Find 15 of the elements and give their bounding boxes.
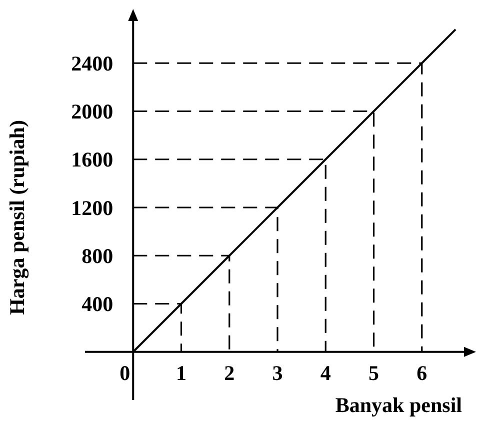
y-tick-label: 2000 — [71, 100, 114, 124]
y-tick-label: 1600 — [71, 148, 114, 172]
x-tick-label: 3 — [272, 360, 283, 385]
x-axis-title: Banyak pensil — [335, 392, 462, 417]
x-tick-label: 4 — [320, 360, 332, 385]
y-tick-label: 400 — [82, 292, 114, 316]
x-tick-label: 0 — [120, 360, 130, 385]
y-axis-title: Harga pensil (rupiah) — [5, 120, 29, 315]
y-tick-label: 800 — [82, 244, 114, 268]
x-tick-label: 6 — [416, 360, 428, 385]
y-tick-label: 1200 — [71, 196, 114, 220]
x-tick-label: 5 — [368, 360, 379, 385]
x-tick-label: 1 — [176, 360, 186, 385]
y-tick-label: 2400 — [71, 51, 114, 76]
x-tick-label: 2 — [224, 360, 235, 385]
